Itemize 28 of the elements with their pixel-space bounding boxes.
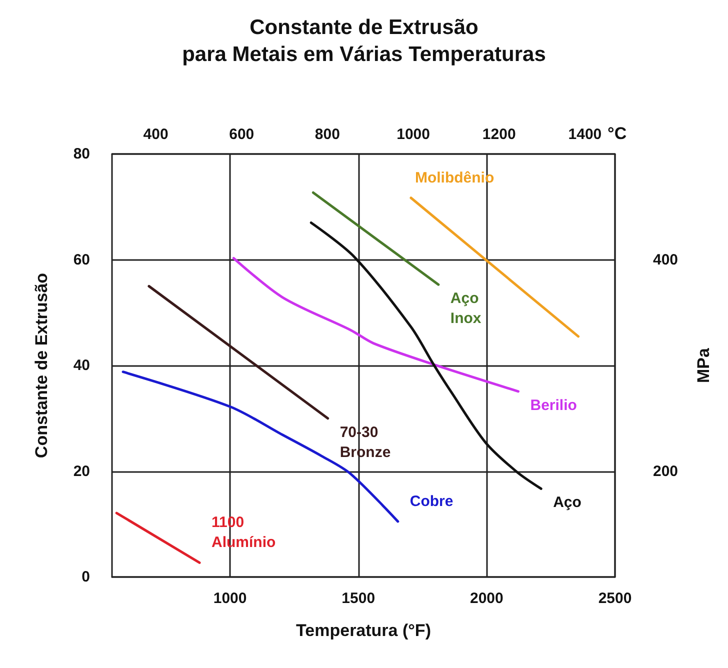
series-label: Berilio <box>530 396 577 414</box>
y-tick-label: 0 <box>82 568 90 586</box>
series-label: Aço <box>553 494 582 512</box>
y-tick-label: 20 <box>73 462 90 480</box>
y-tick-label: 40 <box>73 357 90 374</box>
x2-tick-label: 400 <box>143 126 168 143</box>
x-tick-label: 2500 <box>598 590 632 607</box>
x-tick-label: 1500 <box>342 590 376 607</box>
y2-axis-title: MPa <box>694 347 713 383</box>
chart-subtitle: para Metais em Várias Temperaturas <box>182 43 546 66</box>
x2-tick-label: 600 <box>229 126 254 143</box>
y2-tick-label: 400 <box>653 251 678 268</box>
y-tick-label: 60 <box>73 251 90 268</box>
x-axis-title: Temperatura (°F) <box>296 621 431 640</box>
x2-axis-title: °C <box>608 124 627 143</box>
x2-tick-label: 1200 <box>482 126 516 143</box>
y-axis-title: Constante de Extrusão <box>32 272 51 458</box>
line-series <box>232 256 520 393</box>
chart-title: Constante de Extrusão <box>250 16 478 39</box>
x-tick-label: 2000 <box>470 590 504 607</box>
x-tick-label: 1000 <box>213 590 247 607</box>
x2-tick-label: 1000 <box>396 126 430 143</box>
series-label: Aço Inox <box>450 290 482 328</box>
y-tick-label: 80 <box>73 146 90 162</box>
x2-tick-label: 1400 <box>568 126 602 143</box>
y2-tick-label: 200 <box>653 462 678 480</box>
series-label: Cobre <box>410 492 454 510</box>
x2-tick-label: 800 <box>314 126 340 143</box>
